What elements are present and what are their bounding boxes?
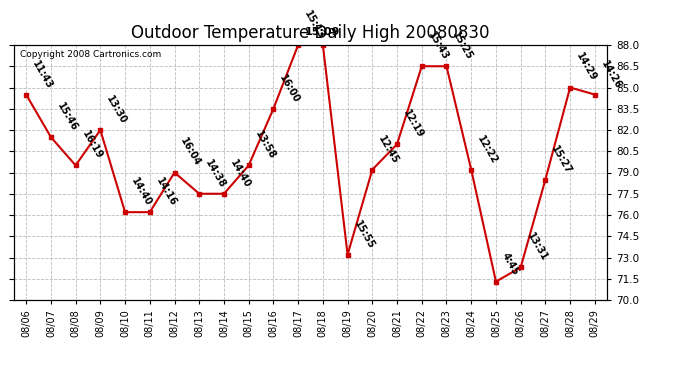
Text: 12:22: 12:22 (475, 134, 500, 165)
Text: 13:30: 13:30 (104, 94, 128, 126)
Text: 15:27: 15:27 (549, 144, 573, 176)
Text: 11:43: 11:43 (30, 58, 55, 90)
Text: 15:43: 15:43 (426, 30, 450, 62)
Text: 16:00: 16:00 (277, 73, 302, 105)
Text: 14:26: 14:26 (599, 58, 623, 90)
Text: 14:29: 14:29 (574, 51, 598, 83)
Text: 15:46: 15:46 (55, 101, 79, 133)
Text: 15:09: 15:09 (305, 27, 341, 37)
Text: 15:25: 15:25 (451, 30, 475, 62)
Text: 13:31: 13:31 (525, 231, 549, 263)
Title: Outdoor Temperature Daily High 20080830: Outdoor Temperature Daily High 20080830 (131, 24, 490, 42)
Text: 15:13: 15:13 (302, 9, 326, 41)
Text: 15:55: 15:55 (352, 219, 376, 251)
Text: 14:16: 14:16 (154, 176, 178, 208)
Text: 13:58: 13:58 (253, 129, 277, 161)
Text: 4:45: 4:45 (500, 251, 521, 278)
Text: 12:45: 12:45 (377, 134, 401, 165)
Text: 14:40: 14:40 (228, 158, 253, 190)
Text: 12:19: 12:19 (401, 108, 425, 140)
Text: Copyright 2008 Cartronics.com: Copyright 2008 Cartronics.com (20, 50, 161, 59)
Text: 16:04: 16:04 (179, 136, 203, 168)
Text: 14:40: 14:40 (129, 176, 153, 208)
Text: 16:19: 16:19 (80, 129, 104, 161)
Text: 14:38: 14:38 (204, 158, 228, 190)
